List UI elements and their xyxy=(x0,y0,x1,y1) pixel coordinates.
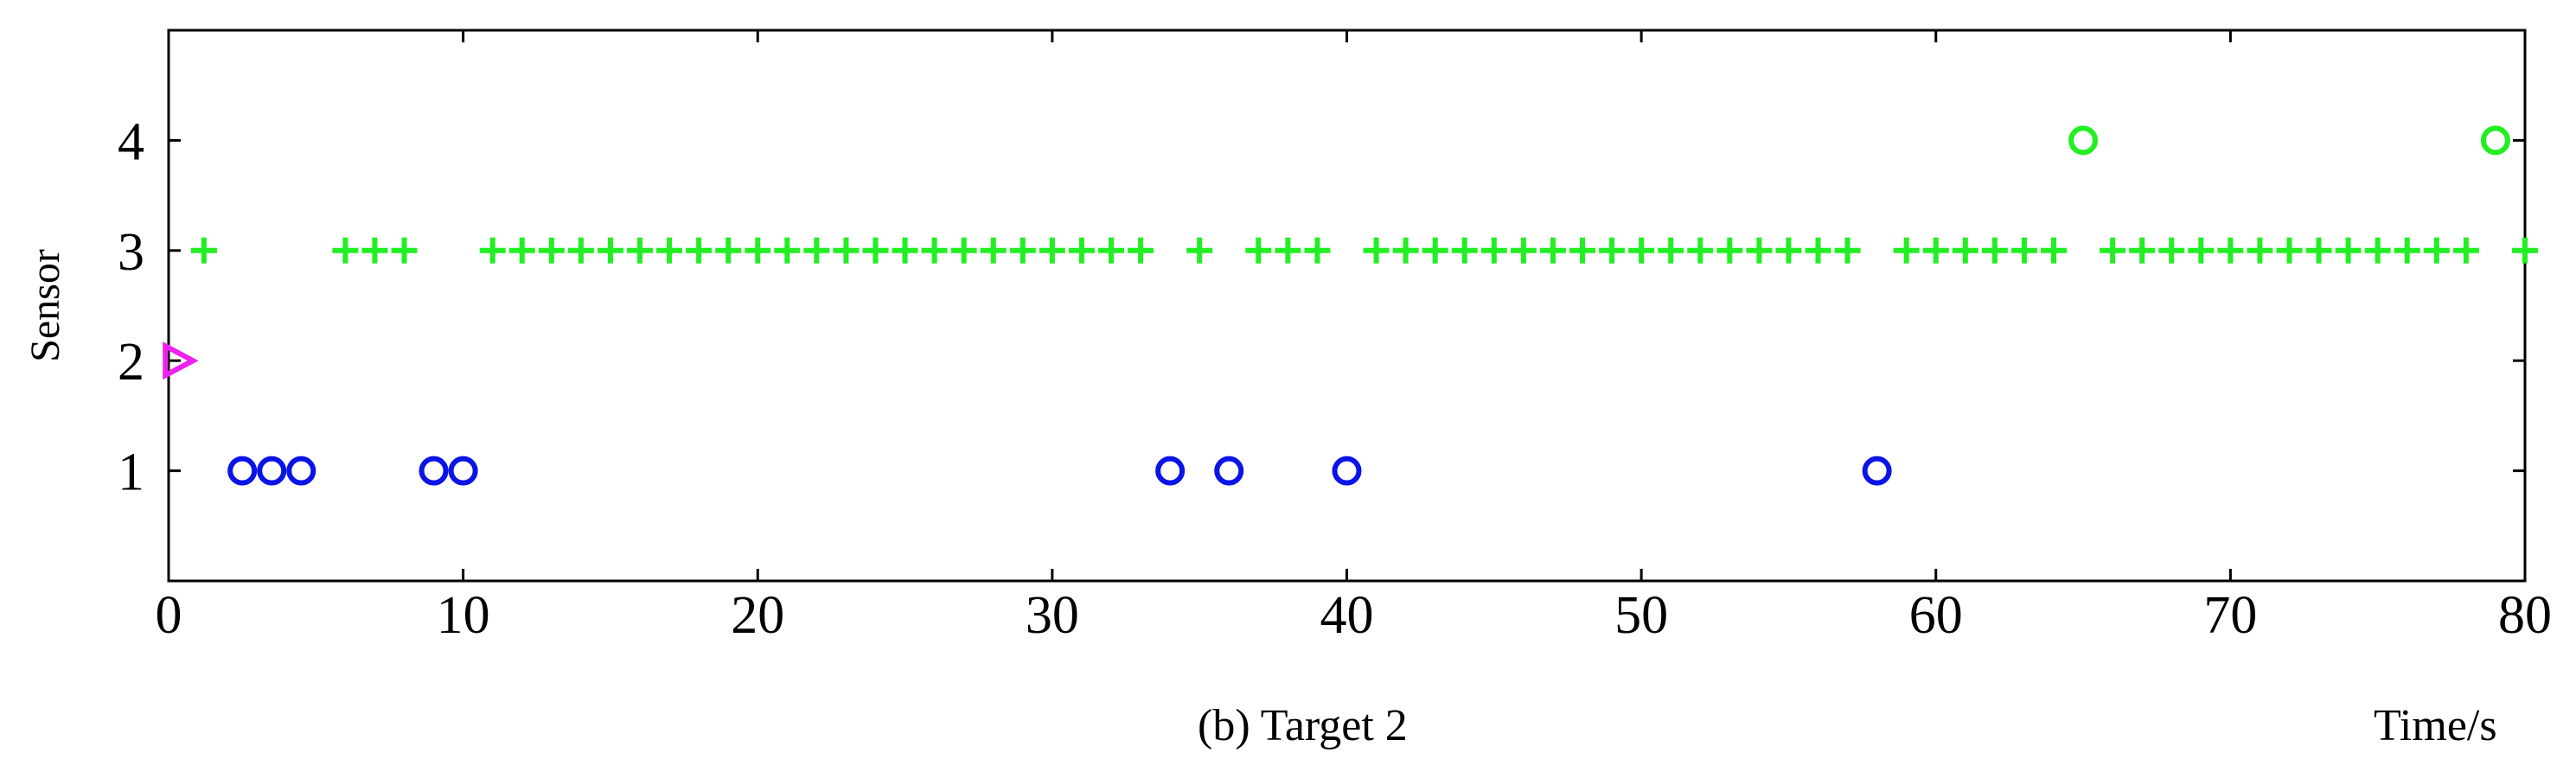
plus-marker xyxy=(1363,237,1390,264)
plus-marker xyxy=(1805,237,1831,264)
x-tick-label: 70 xyxy=(2203,586,2257,645)
circle-marker xyxy=(2068,125,2099,156)
plus-marker xyxy=(361,237,388,264)
x-tick-label: 40 xyxy=(1320,586,1374,645)
plus-marker xyxy=(2305,237,2332,264)
plus-marker xyxy=(1775,237,1802,264)
x-axis-label: Time/s xyxy=(2374,701,2497,750)
plus-marker xyxy=(1952,237,1978,264)
plus-marker xyxy=(2217,237,2244,264)
plus-marker xyxy=(1451,237,1478,264)
x-tick-label: 30 xyxy=(1026,586,1079,645)
circle-marker xyxy=(227,456,258,486)
plus-marker xyxy=(567,237,594,264)
plus-marker xyxy=(2452,237,2479,264)
plus-marker xyxy=(2100,237,2126,264)
plus-marker xyxy=(508,237,535,264)
circle-marker xyxy=(448,456,478,486)
plus-marker xyxy=(479,237,506,264)
circle-marker xyxy=(1214,456,1244,486)
plus-marker xyxy=(538,237,565,264)
plus-marker xyxy=(1039,237,1065,264)
plus-marker xyxy=(803,237,830,264)
plus-marker xyxy=(1746,237,1773,264)
circle-marker xyxy=(257,456,287,486)
plus-marker xyxy=(1599,237,1626,264)
plus-marker xyxy=(2010,237,2037,264)
plus-marker xyxy=(921,237,948,264)
x-tick-label: 50 xyxy=(1614,586,1668,645)
plus-marker xyxy=(190,237,217,264)
plus-marker xyxy=(1186,237,1213,264)
plus-marker xyxy=(1834,237,1861,264)
plus-marker xyxy=(1981,237,2008,264)
plus-marker xyxy=(1716,237,1743,264)
circle-marker xyxy=(286,456,316,486)
plus-marker xyxy=(774,237,801,264)
plus-marker xyxy=(597,237,623,264)
plus-marker xyxy=(2394,237,2420,264)
plus-marker xyxy=(1569,237,1595,264)
plus-marker xyxy=(2129,237,2156,264)
plus-marker xyxy=(1245,237,1272,264)
circle-marker xyxy=(419,456,449,486)
circle-marker xyxy=(1155,456,1186,486)
plus-marker xyxy=(1539,237,1566,264)
plus-marker xyxy=(1128,237,1154,264)
plus-marker xyxy=(2276,237,2303,264)
plus-marker xyxy=(1510,237,1537,264)
plus-marker xyxy=(2512,237,2538,264)
plus-marker xyxy=(2041,237,2067,264)
x-tick-label: 20 xyxy=(731,586,784,645)
plus-marker xyxy=(715,237,742,264)
y-axis-label: Sensor xyxy=(22,249,68,362)
plus-marker xyxy=(1480,237,1507,264)
plus-marker xyxy=(1392,237,1419,264)
plus-marker xyxy=(1304,237,1331,264)
plus-marker xyxy=(1422,237,1448,264)
plus-marker xyxy=(1275,237,1301,264)
plus-marker xyxy=(656,237,683,264)
plus-marker xyxy=(2247,237,2273,264)
plus-marker xyxy=(1922,237,1949,264)
plus-marker xyxy=(391,237,418,264)
plus-marker xyxy=(2423,237,2450,264)
y-tick-label: 3 xyxy=(118,223,144,282)
plus-marker xyxy=(833,237,860,264)
plus-marker xyxy=(892,237,918,264)
plus-marker xyxy=(950,237,977,264)
y-tick-label: 1 xyxy=(118,443,144,502)
plus-marker xyxy=(2364,237,2391,264)
plus-marker xyxy=(1098,237,1124,264)
plus-marker xyxy=(745,237,771,264)
x-tick-label: 60 xyxy=(1909,586,1963,645)
triangle-marker xyxy=(163,341,199,380)
plus-marker xyxy=(862,237,889,264)
plus-marker xyxy=(1068,237,1095,264)
plus-marker xyxy=(1009,237,1036,264)
plus-marker xyxy=(686,237,713,264)
y-tick-label: 4 xyxy=(118,112,144,171)
circle-marker xyxy=(1332,456,1362,486)
plus-marker xyxy=(1658,237,1684,264)
plus-marker xyxy=(980,237,1007,264)
circle-marker xyxy=(1862,456,1892,486)
chart-caption: (b) Target 2 xyxy=(1198,701,1408,750)
plot-frame xyxy=(167,29,2527,583)
plus-marker xyxy=(627,237,653,264)
plus-marker xyxy=(1687,237,1714,264)
x-tick-label: 10 xyxy=(437,586,490,645)
plus-marker xyxy=(2158,237,2185,264)
plus-marker xyxy=(332,237,359,264)
x-tick-label: 80 xyxy=(2498,586,2552,645)
plus-marker xyxy=(2188,237,2215,264)
y-tick-label: 2 xyxy=(118,333,144,392)
circle-marker xyxy=(2480,125,2510,156)
x-tick-label: 0 xyxy=(156,586,182,645)
plus-marker xyxy=(1628,237,1655,264)
plus-marker xyxy=(2335,237,2362,264)
plus-marker xyxy=(1893,237,1920,264)
